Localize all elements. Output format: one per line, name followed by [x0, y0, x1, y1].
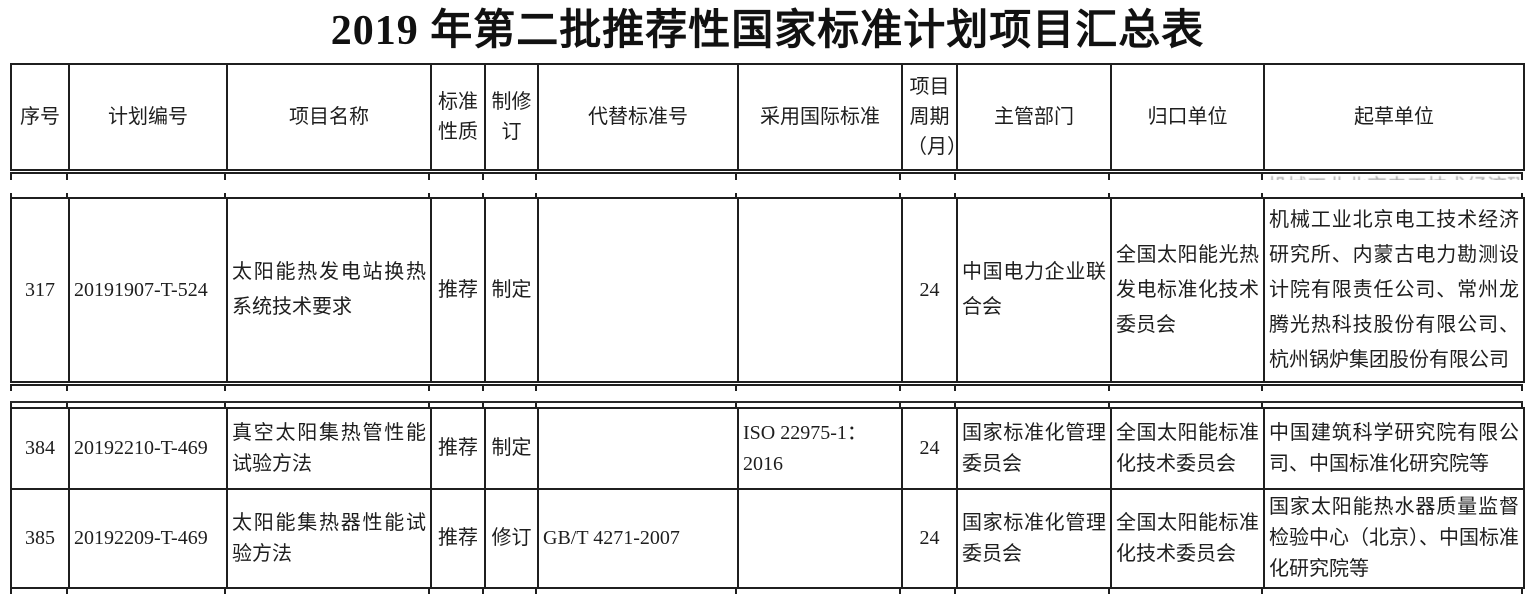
cell-project-name: 真空太阳集热管性能试验方法	[226, 407, 432, 490]
cell-dept: 中国电力企业联合会	[956, 197, 1112, 383]
cell-make-revise: 修订	[484, 488, 539, 589]
page-break-rule	[10, 172, 1523, 174]
cell-std-nature: 推荐	[430, 197, 486, 383]
rows-384-385-section: 384 20192210-T-469 真空太阳集热管性能试验方法 推荐 制定 I…	[10, 401, 1525, 594]
summary-table-rows-384-385: 384 20192210-T-469 真空太阳集热管性能试验方法 推荐 制定 I…	[10, 407, 1525, 589]
header-cell-seq-no: 序号	[10, 63, 70, 171]
cutoff-row-stub-top	[10, 193, 1523, 197]
cell-replaced-std	[537, 197, 739, 383]
cell-std-nature: 推荐	[430, 407, 486, 490]
header-row: 序号 计划编号 项目名称 标准 性质 制修 订 代替标准号 采用国际标准 项目 …	[10, 63, 1525, 171]
cell-intl-std	[737, 197, 903, 383]
cell-make-revise: 制定	[484, 407, 539, 490]
summary-table-header: 序号 计划编号 项目名称 标准 性质 制修 订 代替标准号 采用国际标准 项目 …	[10, 63, 1525, 171]
table-row: 384 20192210-T-469 真空太阳集热管性能试验方法 推荐 制定 I…	[10, 407, 1525, 490]
cutoff-row-stub-top	[10, 403, 1523, 407]
cell-cycle-months: 24	[901, 488, 958, 589]
table-header-section: 序号 计划编号 项目名称 标准 性质 制修 订 代替标准号 采用国际标准 项目 …	[10, 63, 1525, 180]
header-cell-drafting-unit: 起草单位	[1263, 63, 1525, 171]
header-cell-make-revise: 制修 订	[484, 63, 539, 171]
header-cell-plan-no: 计划编号	[68, 63, 228, 171]
cutoff-faint-text: 机械工业北京电工技术经济研究所、内蒙古电力勘测设计院有限责任公司、常州龙腾光热科…	[1267, 175, 1519, 180]
header-cell-intl-std: 采用国际标准	[737, 63, 903, 171]
cell-centralized-unit: 全国太阳能标准化技术委员会	[1110, 488, 1265, 589]
cell-replaced-std: GB/T 4271-2007	[537, 488, 739, 589]
header-cell-replaced-std: 代替标准号	[537, 63, 739, 171]
cell-cycle-months: 24	[901, 407, 958, 490]
document-title: 2019 年第二批推荐性国家标准计划项目汇总表	[330, 8, 1205, 54]
cell-drafting-unit: 机械工业北京电工技术经济研究所、内蒙古电力勘测设计院有限责任公司、常州龙腾光热科…	[1263, 197, 1525, 383]
cell-replaced-std	[537, 407, 739, 490]
cell-intl-std: ISO 22975-1： 2016	[737, 407, 903, 490]
page-break-rule	[10, 401, 1523, 403]
cell-project-name: 太阳能集热器性能试验方法	[226, 488, 432, 589]
cell-plan-no: 20192210-T-469	[68, 407, 228, 490]
cell-seq-no: 384	[10, 407, 70, 490]
table-row: 317 20191907-T-524 太阳能热发电站换热系统技术要求 推荐 制定…	[10, 197, 1525, 383]
header-cell-dept: 主管部门	[956, 63, 1112, 171]
cell-project-name: 太阳能热发电站换热系统技术要求	[226, 197, 432, 383]
cell-plan-no: 20192209-T-469	[68, 488, 228, 589]
cell-cycle-months: 24	[901, 197, 958, 383]
table-row: 385 20192209-T-469 太阳能集热器性能试验方法 推荐 修订 GB…	[10, 488, 1525, 589]
cutoff-row-stub	[10, 386, 1523, 391]
cell-plan-no: 20191907-T-524	[68, 197, 228, 383]
cutoff-row-stub: 机械工业北京电工技术经济研究所、内蒙古电力勘测设计院有限责任公司、常州龙腾光热科…	[10, 174, 1523, 180]
cell-drafting-unit: 国家太阳能热水器质量监督检验中心（北京）、中国标准化研究院等	[1263, 488, 1525, 589]
cell-std-nature: 推荐	[430, 488, 486, 589]
header-cell-std-nature: 标准 性质	[430, 63, 486, 171]
cell-dept: 国家标准化管理委员会	[956, 407, 1112, 490]
page-break-rule	[10, 384, 1523, 386]
cell-dept: 国家标准化管理委员会	[956, 488, 1112, 589]
cell-drafting-unit: 中国建筑科学研究院有限公司、中国标准化研究院等	[1263, 407, 1525, 490]
cell-seq-no: 385	[10, 488, 70, 589]
cell-intl-std	[737, 488, 903, 589]
row-317-section: 317 20191907-T-524 太阳能热发电站换热系统技术要求 推荐 制定…	[10, 193, 1525, 391]
cutoff-row-stub	[10, 589, 1523, 594]
header-cell-project-name: 项目名称	[226, 63, 432, 171]
cell-centralized-unit: 全国太阳能光热发电标准化技术委员会	[1110, 197, 1265, 383]
header-cell-centralized-unit: 归口单位	[1110, 63, 1265, 171]
cell-centralized-unit: 全国太阳能标准化技术委员会	[1110, 407, 1265, 490]
header-cell-cycle-months: 项目 周期 （月）	[901, 63, 958, 171]
cell-seq-no: 317	[10, 197, 70, 383]
cell-make-revise: 制定	[484, 197, 539, 383]
summary-table-row-317: 317 20191907-T-524 太阳能热发电站换热系统技术要求 推荐 制定…	[10, 197, 1525, 383]
